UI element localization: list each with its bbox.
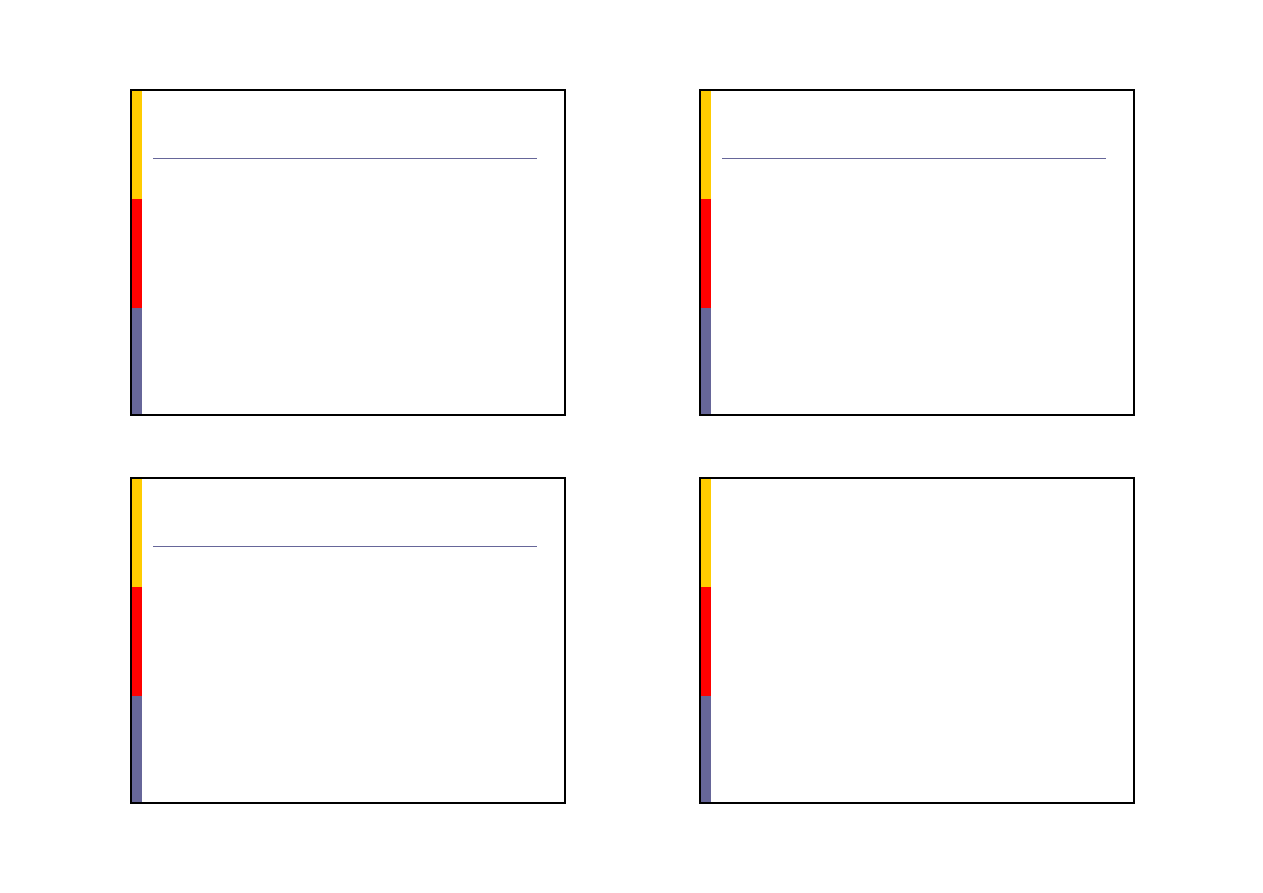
red-accent-bar [132, 199, 142, 308]
red-accent-bar [701, 587, 711, 696]
yellow-accent-bar [132, 91, 142, 199]
red-accent-bar [132, 587, 142, 696]
blue-accent-bar [132, 696, 142, 802]
red-accent-bar [701, 199, 711, 308]
title-rule [722, 158, 1106, 159]
slide-thumbnail-4 [699, 477, 1135, 804]
blue-accent-bar [132, 308, 142, 414]
title-rule [153, 158, 537, 159]
blue-accent-bar [701, 696, 711, 802]
slide-thumbnail-1 [130, 89, 566, 416]
title-rule [153, 546, 537, 547]
slide-thumbnail-3 [130, 477, 566, 804]
yellow-accent-bar [701, 91, 711, 199]
blue-accent-bar [701, 308, 711, 414]
yellow-accent-bar [701, 479, 711, 587]
yellow-accent-bar [132, 479, 142, 587]
slide-thumbnail-2 [699, 89, 1135, 416]
